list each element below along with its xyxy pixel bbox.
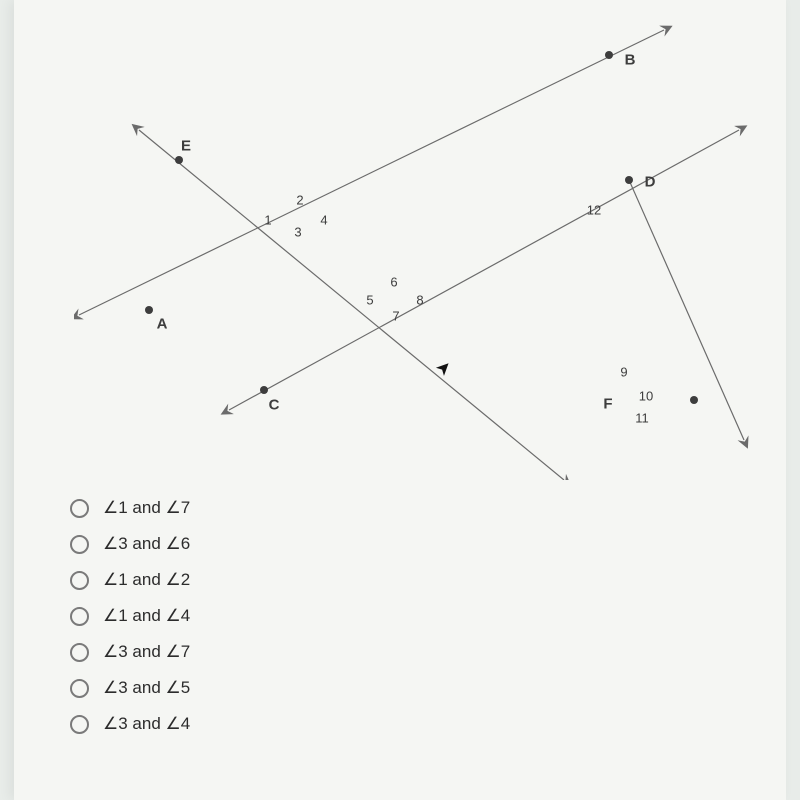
point-label-F: F [603,396,612,413]
option-label: ∠3 and ∠6 [103,534,190,554]
angle-label-9: 9 [620,365,627,380]
point-C [260,386,268,394]
angle-label-7: 7 [392,309,399,324]
option-row-3[interactable]: ∠1 and ∠2 [70,570,190,590]
radio-icon[interactable] [70,643,89,662]
point-label-D: D [645,174,656,191]
option-label: ∠1 and ∠2 [103,570,190,590]
radio-icon[interactable] [70,499,89,518]
angle-label-2: 2 [296,193,303,208]
radio-icon[interactable] [70,535,89,554]
radio-icon[interactable] [70,571,89,590]
option-row-1[interactable]: ∠1 and ∠7 [70,498,190,518]
point-label-E: E [181,138,191,155]
option-row-6[interactable]: ∠3 and ∠5 [70,678,190,698]
point-E [175,156,183,164]
point-label-B: B [625,52,636,69]
diagram-svg [74,10,754,480]
point-label-C: C [269,397,280,414]
point-D [625,176,633,184]
angle-label-5: 5 [366,293,373,308]
option-label: ∠3 and ∠5 [103,678,190,698]
angle-label-6: 6 [390,275,397,290]
option-label: ∠3 and ∠7 [103,642,190,662]
point-F [690,396,698,404]
point-label-A: A [157,316,168,333]
option-row-5[interactable]: ∠3 and ∠7 [70,642,190,662]
option-row-7[interactable]: ∠3 and ∠4 [70,714,190,734]
line-AB [79,30,664,315]
angle-label-10: 10 [639,389,653,404]
option-row-4[interactable]: ∠1 and ∠4 [70,606,190,626]
page-surface: ABCDEF123456789101112➤ ∠1 and ∠7∠3 and ∠… [14,0,786,800]
angle-label-12: 12 [587,203,601,218]
angle-label-1: 1 [264,213,271,228]
radio-icon[interactable] [70,715,89,734]
angle-label-8: 8 [416,293,423,308]
answer-options: ∠1 and ∠7 ∠3 and ∠6 ∠1 and ∠2 ∠1 and ∠4 ∠3 a… [70,498,190,734]
point-B [605,51,613,59]
angle-label-3: 3 [294,225,301,240]
option-label: ∠1 and ∠4 [103,606,190,626]
option-label: ∠1 and ∠7 [103,498,190,518]
geometry-diagram: ABCDEF123456789101112➤ [74,10,754,480]
radio-icon[interactable] [70,607,89,626]
option-label: ∠3 and ∠4 [103,714,190,734]
line-CD [229,130,739,410]
angle-label-4: 4 [320,213,327,228]
point-A [145,306,153,314]
radio-icon[interactable] [70,679,89,698]
angle-label-11: 11 [635,411,649,426]
option-row-2[interactable]: ∠3 and ∠6 [70,534,190,554]
